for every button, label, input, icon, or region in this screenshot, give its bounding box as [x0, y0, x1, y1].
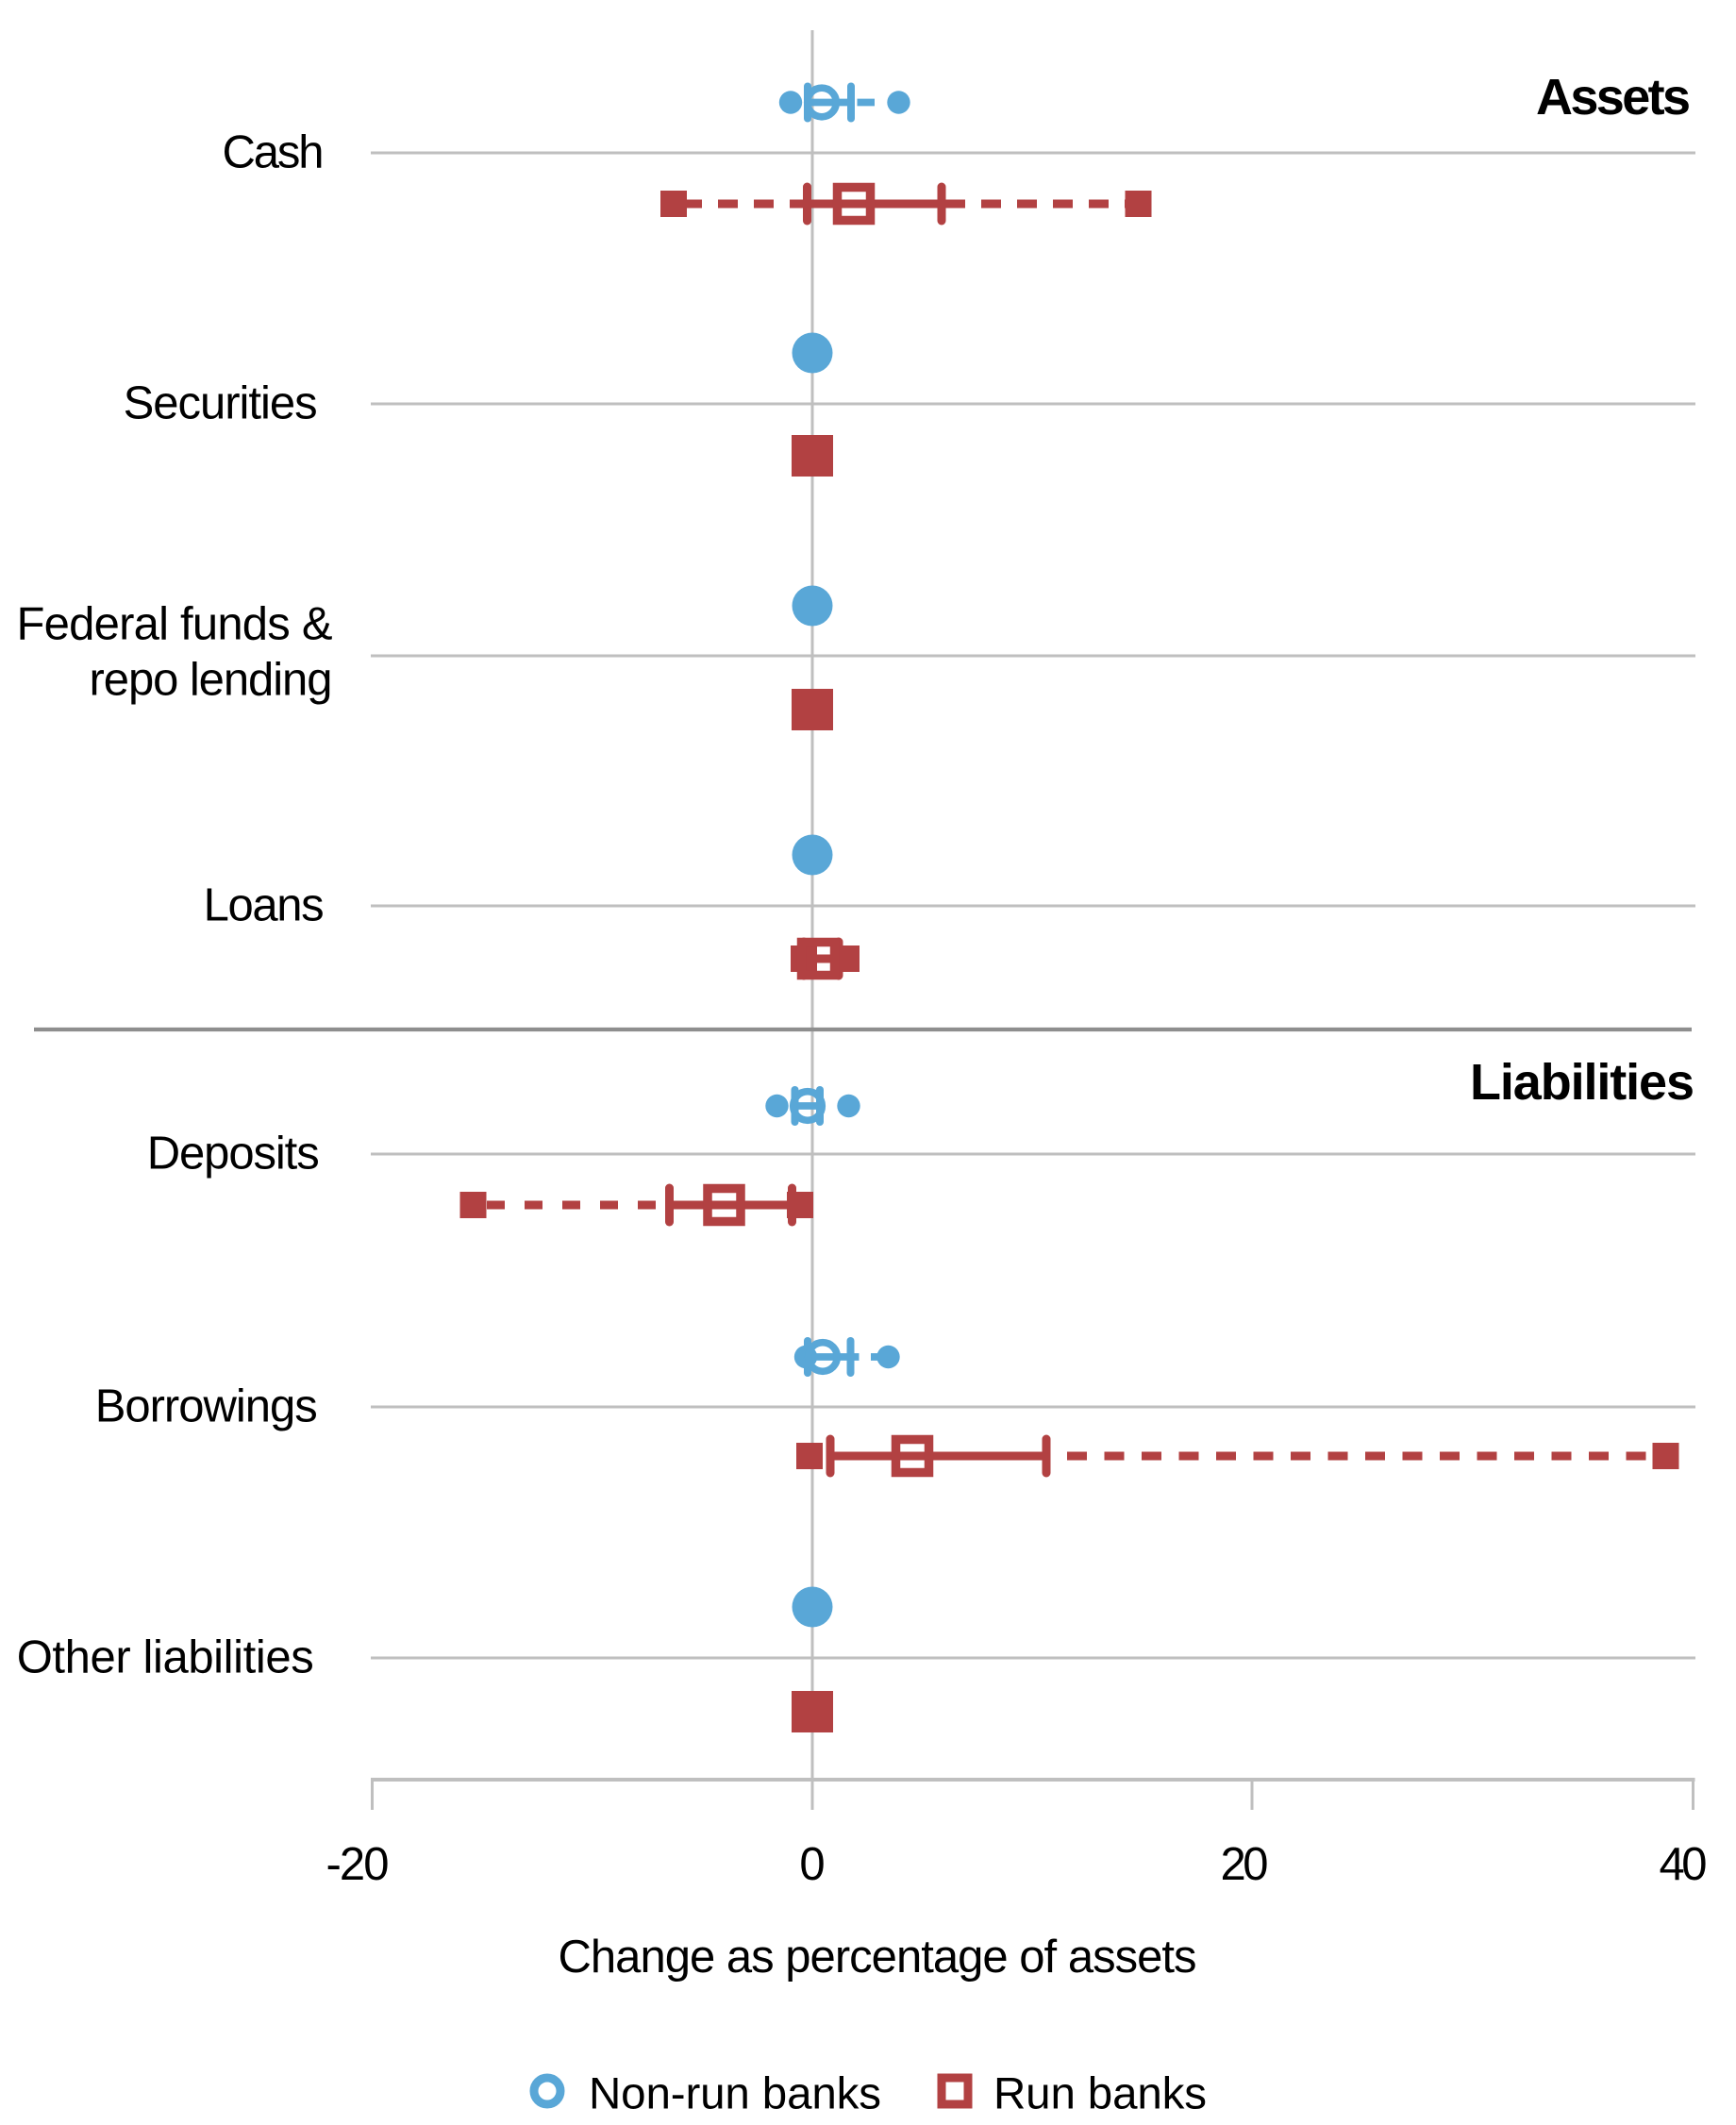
- svg-text:Borrowings: Borrowings: [95, 1381, 318, 1432]
- svg-text:Cash: Cash: [223, 127, 325, 178]
- svg-text:Change as percentage of assets: Change as percentage of assets: [559, 1932, 1197, 1983]
- svg-text:Non-run banks: Non-run banks: [589, 2069, 881, 2119]
- svg-text:repo lending: repo lending: [90, 655, 333, 706]
- svg-text:-20: -20: [326, 1839, 390, 1890]
- svg-text:Deposits: Deposits: [147, 1129, 320, 1180]
- svg-text:Other liabilities: Other liabilities: [17, 1632, 314, 1683]
- svg-text:20: 20: [1221, 1839, 1269, 1890]
- svg-text:Run banks: Run banks: [993, 2069, 1207, 2119]
- svg-text:Securities: Securities: [124, 378, 318, 429]
- svg-text:40: 40: [1660, 1839, 1708, 1890]
- svg-text:0: 0: [799, 1839, 825, 1890]
- svg-text:Liabilities: Liabilities: [1470, 1054, 1694, 1111]
- svg-text:Assets: Assets: [1536, 69, 1691, 125]
- svg-text:Loans: Loans: [204, 880, 325, 931]
- svg-text:Federal funds &: Federal funds &: [17, 599, 333, 650]
